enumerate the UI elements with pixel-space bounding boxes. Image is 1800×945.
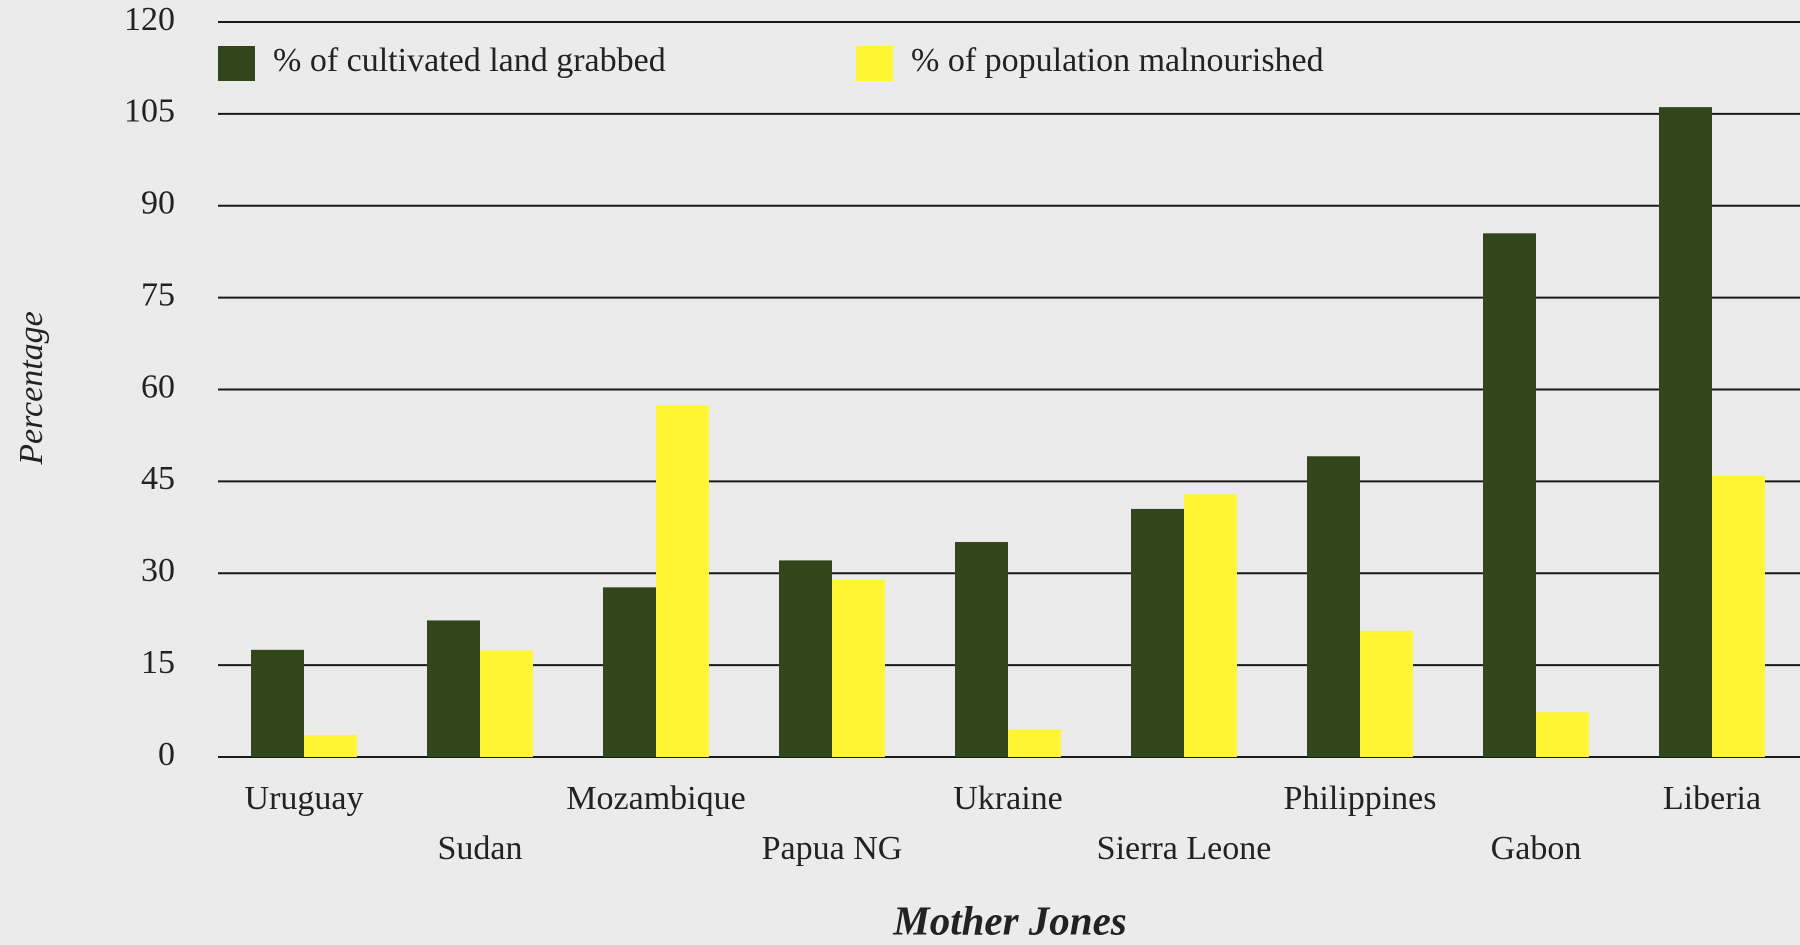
legend-swatch	[218, 46, 255, 81]
bar	[1131, 508, 1184, 757]
legend-label: % of population malnourished	[911, 42, 1324, 79]
bar	[779, 560, 832, 757]
bar	[955, 542, 1008, 757]
bar	[251, 649, 304, 757]
y-axis-label: Percentage	[13, 311, 50, 466]
legend-swatch	[856, 46, 893, 81]
y-tick-label: 15	[141, 644, 175, 681]
x-tick-label: Sudan	[438, 830, 523, 867]
bar	[1659, 107, 1712, 757]
x-tick-label: Uruguay	[245, 780, 364, 817]
x-tick-label: Gabon	[1491, 830, 1582, 867]
y-tick-label: 75	[141, 276, 175, 313]
x-tick-label: Ukraine	[953, 780, 1063, 817]
y-tick-label: 105	[124, 93, 175, 130]
x-tick-label: Mozambique	[566, 780, 745, 817]
bar	[1483, 233, 1536, 757]
x-tick-label: Papua NG	[762, 830, 903, 867]
bar	[1008, 729, 1061, 757]
bar	[656, 405, 709, 757]
bar	[603, 587, 656, 757]
source: Mother Jones	[892, 897, 1127, 943]
bar	[304, 734, 357, 757]
x-tick-label: Philippines	[1283, 780, 1436, 817]
legend-label: % of cultivated land grabbed	[273, 42, 666, 79]
y-tick-label: 45	[141, 460, 175, 497]
x-tick-label: Sierra Leone	[1097, 830, 1272, 867]
bar	[480, 650, 533, 757]
x-tick-label: Liberia	[1663, 780, 1761, 817]
bar	[1307, 456, 1360, 757]
bar	[832, 579, 885, 757]
bar	[1360, 630, 1413, 757]
y-tick-label: 120	[124, 1, 175, 38]
bar	[1712, 475, 1765, 757]
y-tick-label: 0	[158, 736, 175, 773]
bar	[1184, 494, 1237, 757]
bar	[1536, 712, 1589, 757]
bar	[427, 620, 480, 757]
y-tick-label: 60	[141, 368, 175, 405]
y-tick-label: 30	[141, 552, 175, 589]
y-tick-label: 90	[141, 185, 175, 222]
